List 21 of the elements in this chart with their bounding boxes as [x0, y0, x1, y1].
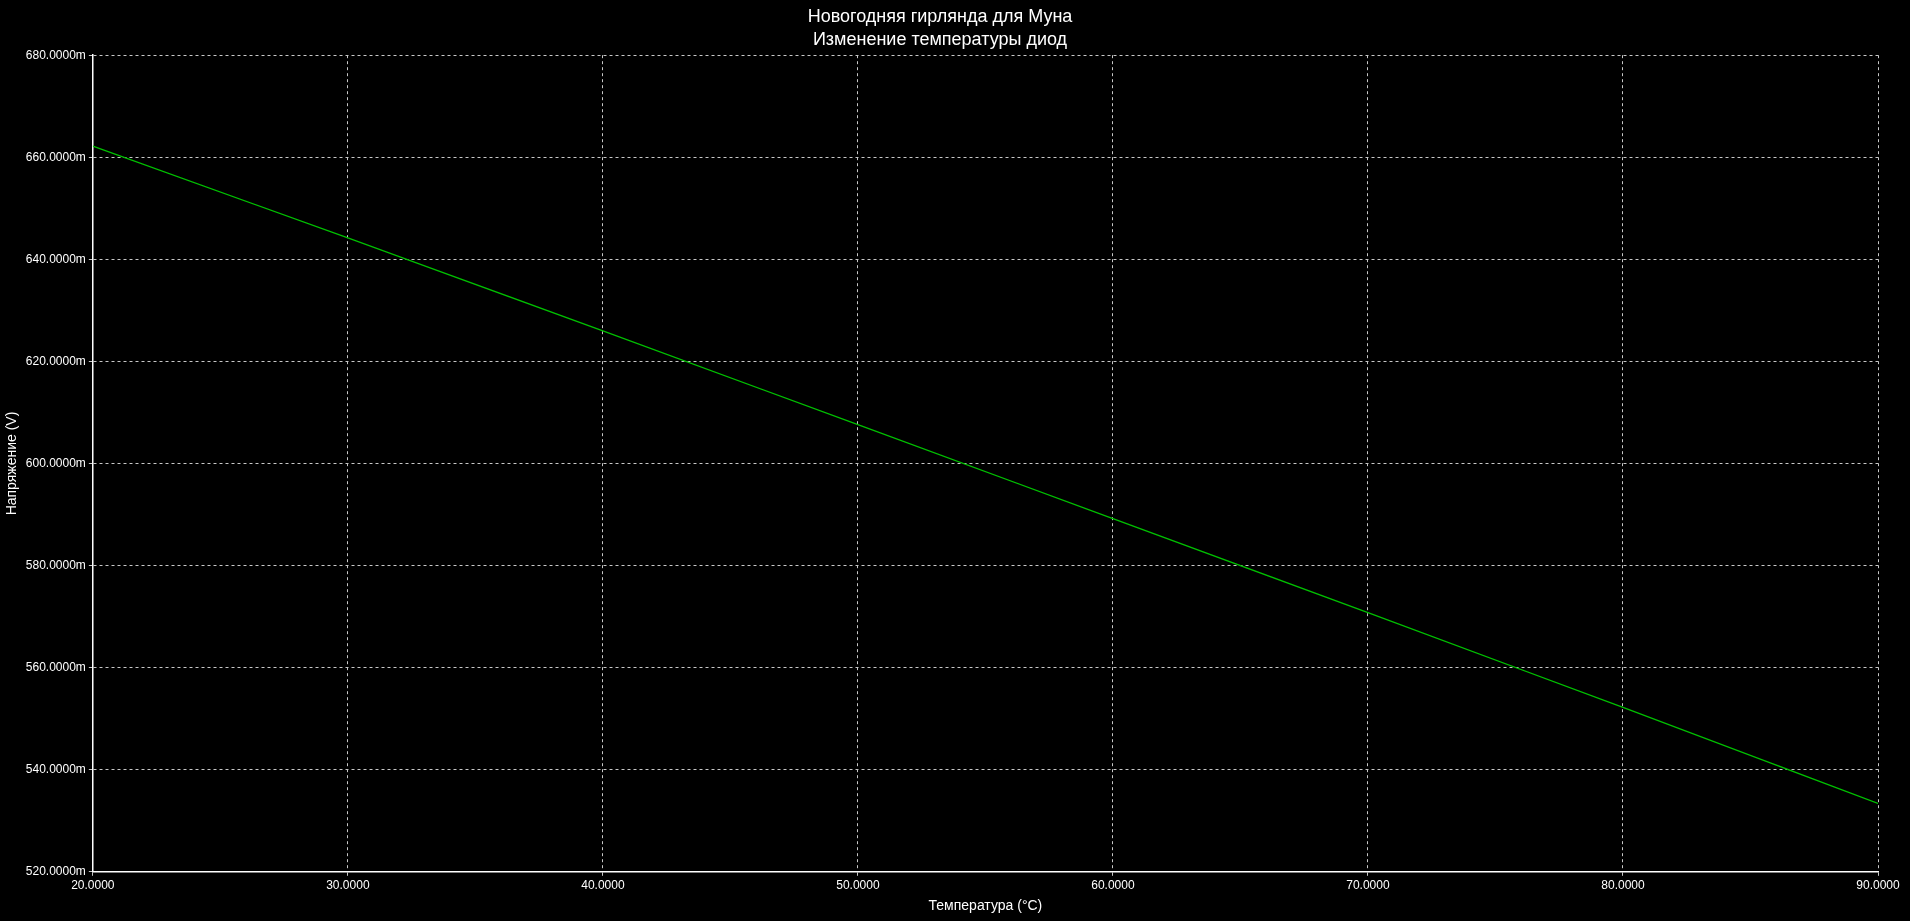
- y-tick-label: 640.0000m: [25, 251, 86, 266]
- x-axis-title: Температура (°C): [928, 897, 1043, 914]
- y-tick-label: 620.0000m: [25, 353, 86, 368]
- x-tick-label: 40.0000: [581, 878, 625, 893]
- y-tick-label: 600.0000m: [25, 455, 86, 470]
- x-tick-label: 20.0000: [71, 878, 115, 893]
- y-axis-title: Напряжение (V): [3, 411, 20, 516]
- chart-subtitle: Изменение температуры диод: [812, 29, 1068, 50]
- x-tick-label: 30.0000: [326, 878, 370, 893]
- x-tick-label: 80.0000: [1601, 878, 1645, 893]
- chart-title: Новогодняя гирлянда для Муна: [807, 5, 1074, 26]
- x-tick-label: 50.0000: [836, 878, 880, 893]
- y-tick-label: 520.0000m: [25, 864, 86, 879]
- y-tick-label: 660.0000m: [25, 149, 86, 164]
- x-tick-label: 90.0000: [1856, 878, 1901, 893]
- x-tick-label: 60.0000: [1091, 878, 1135, 893]
- y-tick-label: 540.0000m: [25, 762, 86, 777]
- y-tick-label: 680.0000m: [25, 47, 86, 62]
- y-tick-label: 580.0000m: [25, 557, 86, 572]
- x-tick-label: 70.0000: [1346, 878, 1390, 893]
- y-tick-label: 560.0000m: [25, 659, 86, 674]
